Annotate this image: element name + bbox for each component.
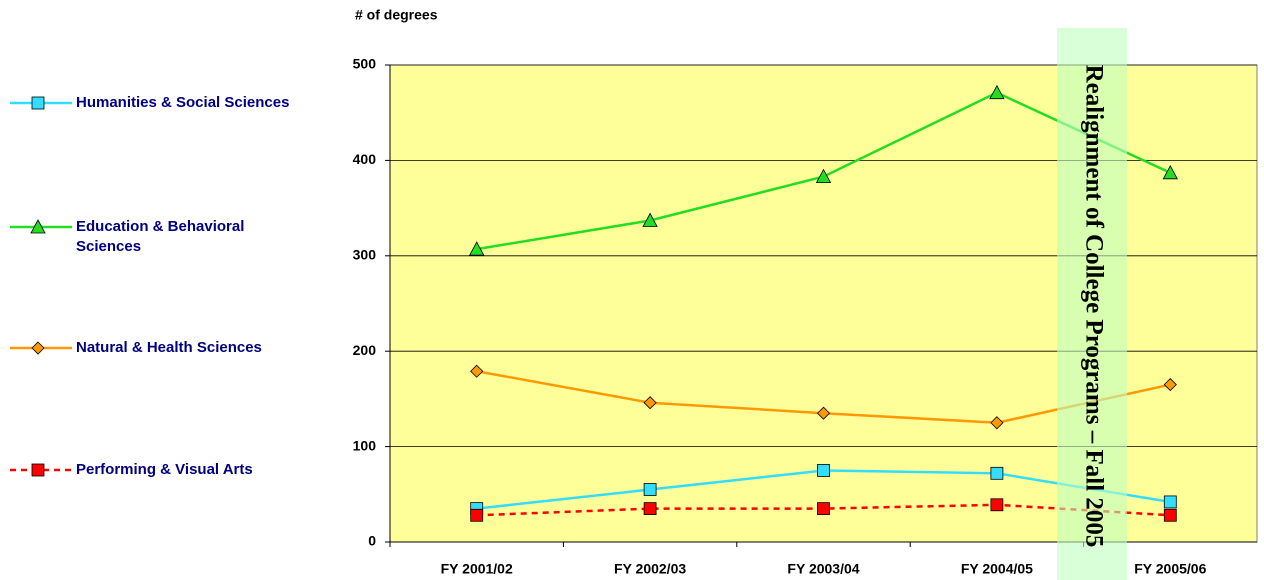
marker: [642, 212, 658, 227]
marker: [643, 502, 657, 516]
marker: [31, 341, 45, 355]
marker: [1163, 508, 1177, 522]
x-tick-label: FY 2001/02: [441, 561, 513, 577]
marker: [31, 96, 45, 110]
marker: [470, 508, 484, 522]
marker: [1162, 164, 1178, 180]
marker: [990, 416, 1004, 430]
y-tick-label: 400: [353, 151, 377, 167]
y-tick-label: 300: [353, 247, 377, 263]
x-tick-label: FY 2004/05: [961, 561, 1033, 577]
x-tick-label: FY 2002/03: [614, 561, 686, 577]
marker: [1163, 495, 1177, 509]
marker: [817, 464, 830, 477]
marker: [643, 483, 657, 496]
annotation-box: [1057, 28, 1127, 580]
legend-label: Humanities & Social Sciences: [76, 94, 290, 111]
marker: [469, 241, 485, 256]
marker: [643, 396, 657, 410]
x-tick-label: FY 2005/06: [1134, 561, 1206, 577]
marker: [990, 498, 1004, 512]
legend-label: Performing & Visual Arts: [76, 461, 253, 478]
marker: [817, 502, 830, 516]
legend-label: Natural & Health Sciences: [76, 339, 262, 356]
y-tick-label: 200: [353, 342, 377, 358]
y-tick-label: 100: [353, 437, 377, 453]
marker: [470, 364, 484, 378]
marker: [1163, 378, 1177, 392]
y-tick-label: 0: [368, 533, 376, 549]
x-tick-label: FY 2003/04: [787, 561, 859, 577]
marker: [30, 219, 46, 234]
marker: [815, 168, 832, 184]
legend-label: Education & Behavioral Sciences: [76, 218, 245, 255]
marker: [816, 406, 831, 420]
y-axis-label: # of degrees: [355, 7, 438, 23]
marker: [31, 463, 45, 477]
marker: [990, 466, 1004, 480]
y-tick-label: 500: [353, 56, 377, 72]
marker: [989, 84, 1005, 100]
annotation: Realignment of College Programs – Fall 2…: [1080, 65, 1107, 548]
